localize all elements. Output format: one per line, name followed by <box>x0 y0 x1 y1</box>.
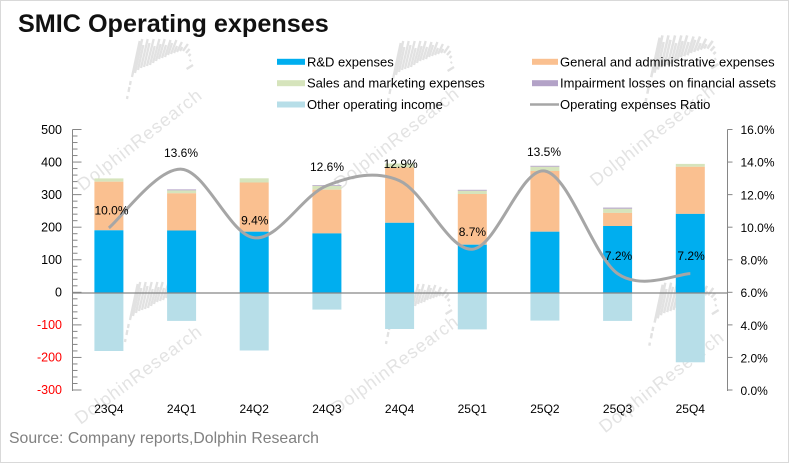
svg-text:10.0%: 10.0% <box>741 221 775 235</box>
svg-text:DolphinResearch: DolphinResearch <box>73 85 206 195</box>
svg-text:0.0%: 0.0% <box>741 384 769 398</box>
svg-text:7.2%: 7.2% <box>605 249 633 263</box>
svg-text:2.0%: 2.0% <box>741 351 769 365</box>
svg-text:400: 400 <box>41 155 62 169</box>
svg-text:500: 500 <box>41 123 62 137</box>
svg-text:25Q2: 25Q2 <box>530 402 560 416</box>
svg-text:25Q1: 25Q1 <box>458 402 488 416</box>
svg-text:Sales and marketing expenses: Sales and marketing expenses <box>307 76 485 91</box>
svg-text:12.6%: 12.6% <box>310 160 344 174</box>
svg-text:23Q4: 23Q4 <box>94 402 124 416</box>
svg-text:300: 300 <box>41 188 62 202</box>
svg-text:13.5%: 13.5% <box>527 145 561 159</box>
svg-text:-100: -100 <box>37 318 62 332</box>
svg-text:0: 0 <box>55 286 62 300</box>
svg-text:8.7%: 8.7% <box>459 225 487 239</box>
svg-text:24Q1: 24Q1 <box>167 402 197 416</box>
svg-text:12.0%: 12.0% <box>741 188 775 202</box>
svg-text:10.0%: 10.0% <box>94 204 128 218</box>
svg-text:200: 200 <box>41 220 62 234</box>
svg-text:6.0%: 6.0% <box>741 286 769 300</box>
svg-text:DolphinResearch: DolphinResearch <box>595 327 728 437</box>
svg-text:General and administrative exp: General and administrative expenses <box>560 54 775 69</box>
svg-text:Source: Company reports,Dolphi: Source: Company reports,Dolphin Research <box>9 430 319 447</box>
svg-text:Other operating income: Other operating income <box>307 97 443 112</box>
svg-text:8.0%: 8.0% <box>741 254 769 268</box>
svg-text:13.6%: 13.6% <box>164 146 198 160</box>
svg-text:7.2%: 7.2% <box>677 249 705 263</box>
svg-text:100: 100 <box>41 253 62 267</box>
svg-text:-300: -300 <box>37 383 62 397</box>
svg-text:12.9%: 12.9% <box>384 157 418 171</box>
svg-text:Operating expenses Ratio: Operating expenses Ratio <box>560 97 710 112</box>
svg-text:R&D expenses: R&D expenses <box>307 54 394 69</box>
svg-text:24Q3: 24Q3 <box>312 402 342 416</box>
svg-text:14.0%: 14.0% <box>741 156 775 170</box>
svg-text:-200: -200 <box>37 351 62 365</box>
svg-text:Impairment losses on financial: Impairment losses on financial assets <box>560 76 777 91</box>
svg-text:16.0%: 16.0% <box>741 123 775 137</box>
svg-text:24Q4: 24Q4 <box>385 402 415 416</box>
svg-text:24Q2: 24Q2 <box>240 402 270 416</box>
svg-text:9.4%: 9.4% <box>241 214 269 228</box>
svg-text:25Q4: 25Q4 <box>676 402 706 416</box>
svg-text:25Q3: 25Q3 <box>603 402 633 416</box>
svg-text:SMIC Operating expenses: SMIC Operating expenses <box>18 10 329 38</box>
svg-text:4.0%: 4.0% <box>741 319 769 333</box>
